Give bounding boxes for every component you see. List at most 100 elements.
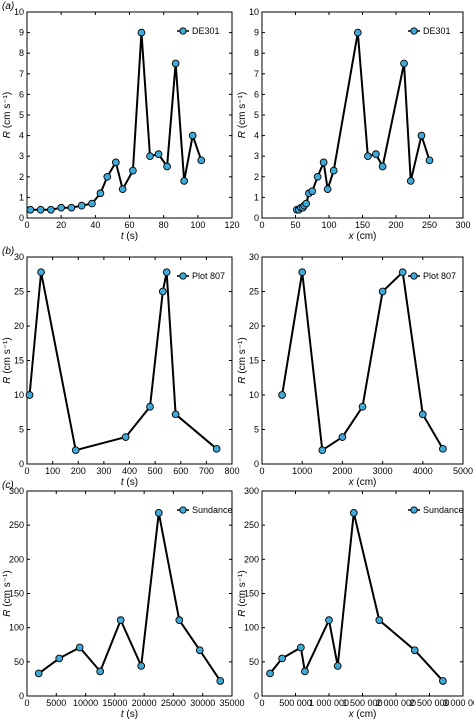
legend-marker <box>410 272 418 280</box>
y-tick-label: 3 <box>254 151 259 161</box>
x-tick-label: 120 <box>224 220 239 230</box>
plot-frame <box>26 490 233 697</box>
data-point <box>378 287 387 296</box>
data-point <box>36 205 45 214</box>
data-point <box>400 59 408 68</box>
x-tick-label: 20000 <box>132 698 157 708</box>
x-axis-label: x (cm) <box>348 231 377 242</box>
y-tick-label: 200 <box>244 554 259 564</box>
data-point <box>26 205 35 214</box>
data-point <box>353 28 362 37</box>
data-point <box>372 150 380 158</box>
x-tick-label: 2 500 000 <box>409 698 449 708</box>
data-point <box>47 205 55 214</box>
x-tick-label: 50 <box>290 220 300 230</box>
data-point <box>188 131 197 140</box>
x-tick-label: 0 <box>24 698 29 708</box>
legend-marker <box>410 506 418 514</box>
legend-label: DE301 <box>423 26 451 36</box>
y-tick-label: 200 <box>9 554 24 564</box>
data-point <box>137 28 146 37</box>
y-tick-label: 10 <box>14 390 24 400</box>
x-tick-label: 100 <box>321 220 336 230</box>
data-point <box>158 287 167 296</box>
x-tick-label: 700 <box>199 466 214 476</box>
legend-marker <box>179 272 187 280</box>
data-point <box>439 677 447 685</box>
x-tick-label: 60 <box>124 220 134 230</box>
data-point <box>297 643 305 652</box>
x-tick-label: 800 <box>224 466 239 476</box>
x-tick-label: 3000 <box>373 466 393 476</box>
legend: DE301 <box>408 26 451 36</box>
x-tick-label: 500 <box>148 466 163 476</box>
y-tick-label: 50 <box>249 657 259 667</box>
data-point <box>175 616 184 625</box>
y-tick-label: 3 <box>19 151 24 161</box>
data-point <box>77 201 86 210</box>
x-tick-label: 3 000 000 <box>443 698 474 708</box>
data-point <box>319 158 328 167</box>
y-tick-label: 8 <box>254 48 259 58</box>
x-tick-label: 0 <box>24 220 29 230</box>
x-tick-label: 300 <box>96 466 111 476</box>
data-point <box>57 203 66 212</box>
legend: Plot 807 <box>177 271 225 281</box>
y-tick-label: 4 <box>254 131 259 141</box>
y-tick-label: 20 <box>14 321 24 331</box>
data-point <box>96 189 105 198</box>
legend: Sundance <box>177 505 233 515</box>
x-tick-label: 2000 <box>332 466 352 476</box>
legend-label: Sundance <box>192 505 233 515</box>
data-point <box>278 391 286 399</box>
y-tick-label: 4 <box>19 131 24 141</box>
data-point <box>266 669 274 678</box>
chart-panel-1: 0 20 40 60 80 100 120 0 1 2 3 4 5 6 7 8 9 10 t (s) R (cm s⁻… <box>2 1 240 242</box>
y-tick-label: 100 <box>9 623 24 633</box>
x-tick-label: 0 <box>259 220 264 230</box>
legend-label: DE301 <box>192 26 220 36</box>
panel-label: (c) <box>2 480 14 491</box>
data-point <box>154 150 163 158</box>
x-tick-label: 150 <box>355 220 370 230</box>
x-tick-label: 40 <box>90 220 100 230</box>
data-point <box>425 156 434 165</box>
series-line <box>269 511 444 682</box>
x-tick-label: 0 <box>24 466 29 476</box>
legend-marker <box>179 27 187 35</box>
data-point <box>121 433 130 441</box>
y-tick-label: 9 <box>19 28 24 38</box>
legend-marker <box>410 27 418 35</box>
legend-label: Sundance <box>423 505 464 515</box>
x-tick-label: 200 <box>71 466 86 476</box>
data-point <box>75 643 84 652</box>
y-axis-label: R (cm s⁻¹) <box>237 337 248 383</box>
x-tick-label: 400 <box>122 466 137 476</box>
data-point <box>55 654 64 663</box>
x-tick-label: 20 <box>56 220 66 230</box>
data-point <box>358 402 367 411</box>
y-tick-label: 300 <box>9 486 24 496</box>
y-axis-label: R (cm s⁻¹) <box>237 570 248 616</box>
x-tick-label: 300 <box>455 220 470 230</box>
series-line <box>30 31 203 211</box>
x-axis-label: x (cm) <box>348 709 377 719</box>
y-tick-label: 15 <box>14 356 24 366</box>
x-tick-label: 5000 <box>46 698 66 708</box>
series-line <box>28 271 218 452</box>
x-tick-label: 1000 <box>292 466 312 476</box>
y-tick-label: 0 <box>19 459 24 469</box>
x-axis-label: t (s) <box>121 231 138 242</box>
y-tick-label: 0 <box>19 691 24 701</box>
x-tick-label: 25000 <box>161 698 186 708</box>
data-point <box>171 410 180 419</box>
x-tick-label: 30000 <box>190 698 215 708</box>
x-tick-label: 600 <box>173 466 188 476</box>
y-tick-label: 0 <box>254 459 259 469</box>
x-tick-label: 0 <box>259 698 264 708</box>
y-tick-label: 7 <box>254 69 259 79</box>
chart-panel-5: 0 5000 10000 15000 20000 25000 30000 35000 0 50 10… <box>2 480 245 719</box>
data-point <box>163 162 171 171</box>
x-tick-label: 10000 <box>73 698 98 708</box>
data-point <box>313 172 322 181</box>
